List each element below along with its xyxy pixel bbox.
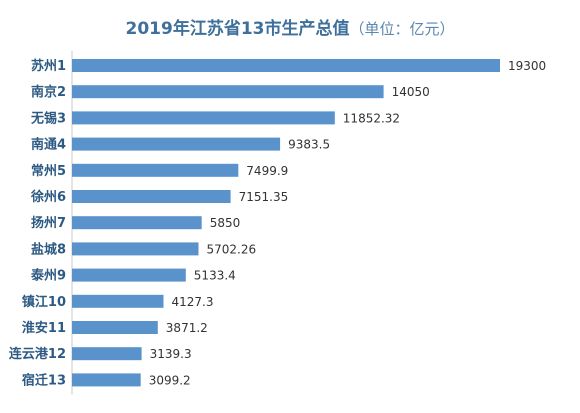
- value-label: 9383.5: [288, 138, 330, 152]
- value-label: 4127.3: [172, 295, 214, 309]
- category-label: 徐州6: [30, 189, 66, 205]
- bar: [72, 163, 239, 177]
- value-label: 5702.26: [207, 242, 257, 256]
- bar: [72, 216, 202, 230]
- chart-unit-note: （单位：亿元）: [349, 20, 455, 38]
- category-label: 苏州1: [31, 58, 66, 74]
- category-label: 淮安11: [21, 320, 66, 336]
- category-label: 南京2: [31, 84, 66, 100]
- category-label: 镇江10: [22, 294, 66, 310]
- bar: [72, 321, 158, 334]
- value-label: 14050: [392, 85, 430, 99]
- value-label: 5850: [210, 216, 241, 230]
- value-label: 3871.2: [166, 321, 208, 335]
- category-label: 泰州9: [30, 268, 66, 284]
- bar: [72, 268, 186, 282]
- value-label: 3139.3: [150, 347, 192, 361]
- category-label: 连云港12: [9, 346, 66, 362]
- bar: [72, 373, 141, 387]
- value-label: 5133.4: [194, 269, 236, 283]
- chart-title: 2019年江苏省13市生产总值: [125, 19, 350, 39]
- category-label: 盐城8: [31, 241, 66, 257]
- value-label: 11852.32: [343, 111, 400, 125]
- bar: [72, 59, 500, 72]
- bar: [72, 242, 199, 256]
- value-label: 7151.35: [239, 190, 289, 204]
- bar: [72, 347, 142, 361]
- category-label: 南通4: [31, 137, 66, 153]
- category-label: 宿迁13: [22, 372, 66, 388]
- bar: [72, 190, 231, 203]
- bar: [72, 85, 384, 99]
- bar: [72, 294, 164, 308]
- value-label: 7499.9: [246, 164, 288, 178]
- category-label: 无锡3: [30, 110, 66, 126]
- chart-title-block: 2019年江苏省13市生产总值（单位：亿元）: [0, 14, 580, 39]
- value-label: 19300: [508, 59, 546, 73]
- bar: [72, 111, 335, 125]
- value-label: 3099.2: [149, 373, 191, 387]
- category-label: 常州5: [31, 163, 66, 179]
- bar: [72, 137, 281, 151]
- category-label: 扬州7: [31, 215, 66, 231]
